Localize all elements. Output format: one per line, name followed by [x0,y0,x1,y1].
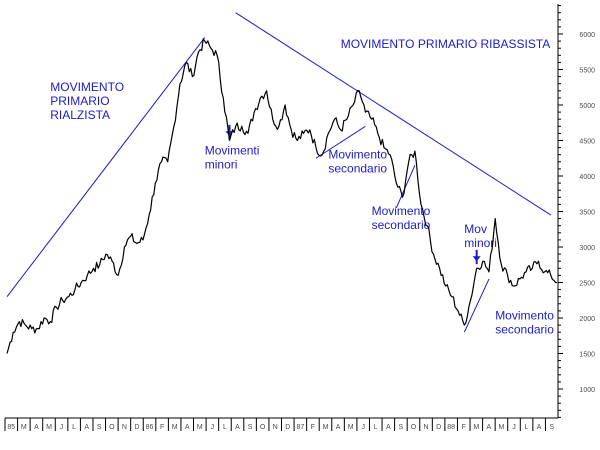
x-tick-label: L [223,424,227,431]
annotation-label: Movimenti minori [205,144,260,172]
x-tick-label: J [361,424,365,431]
price-series-line [6,38,557,354]
y-tick-label: 5500 [579,68,595,75]
annotation-line: RIALZISTA [50,108,110,122]
x-tick-label: M [46,424,52,431]
annotation-label: Mov minori [464,222,497,250]
trend-line [6,37,206,298]
y-tick-label: 2500 [579,281,595,288]
annotation-label: MOVIMENTO PRIMARIO RIBASSISTA [341,37,551,51]
x-tick-label: F [462,424,466,431]
y-tick-label: 5000 [579,103,595,110]
y-tick-label: 1000 [579,387,595,394]
annotation-label: Movimento secondario [495,308,554,336]
y-tick-label: 2000 [579,316,595,323]
y-tick-label: 4500 [579,139,595,146]
x-tick-label: O [109,424,115,431]
x-tick-label: N [122,424,127,431]
annotation-label: Movimento secondario [328,147,387,175]
axis-layer: 1000 1500 2000 2500 3000 3500 4000 4500 5000 5500… [4,4,595,431]
x-tick-label: A [34,424,39,431]
x-tick-label: L [525,424,529,431]
y-tick-label: 6000 [579,32,595,39]
x-tick-label: O [411,424,417,431]
annotation-label: Movimento secondario [372,204,431,232]
x-tick-label: S [97,424,102,431]
x-tick-label: A [235,424,240,431]
annotation-line: PRIMARIO [50,94,109,108]
x-tick-label: D [285,424,290,431]
annotation-line: Movimento [495,308,554,322]
x-tick-label: A [185,424,190,431]
annotation-line: minori [205,158,238,172]
trend-line [395,165,416,209]
x-tick-label: N [424,424,429,431]
x-tick-label: J [211,424,215,431]
x-tick-label: M [172,424,178,431]
x-tick-label: O [260,424,266,431]
x-tick-label: M [197,424,203,431]
annotation-line: MOVIMENTO [50,80,124,94]
x-tick-label: S [248,424,253,431]
x-tick-label: L [374,424,378,431]
x-tick-label: 85 [7,424,15,431]
x-tick-label: F [160,424,164,431]
y-tick-label: 3000 [579,245,595,252]
x-tick-label: S [399,424,404,431]
x-tick-label: D [436,424,441,431]
x-tick-label: 86 [146,424,154,431]
trend-line [235,12,552,216]
series-layer [6,38,557,354]
annotation-line: Mov [464,222,487,236]
x-tick-label: A [537,424,542,431]
annotation-label: MOVIMENTO PRIMARIO RIALZISTA [50,80,124,122]
annotation-line: secondario [495,322,554,336]
x-tick-label: 87 [296,424,304,431]
x-tick-label: A [84,424,89,431]
x-tick-label: D [134,424,139,431]
x-tick-label: N [273,424,278,431]
y-tick-label: 4000 [579,174,595,181]
trend-line [315,125,366,159]
x-tick-label: 88 [447,424,455,431]
x-tick-label: M [499,424,505,431]
trend-line [463,278,490,333]
arrow-head [472,256,481,262]
x-tick-label: A [487,424,492,431]
x-tick-label: J [512,424,516,431]
x-tick-label: A [386,424,391,431]
annotation-line: Movimento [328,147,387,161]
y-tick-label: 1500 [579,352,595,359]
annotation-line: secondario [328,161,387,175]
annotation-line: secondario [372,218,431,232]
x-tick-label: M [348,424,354,431]
x-tick-label: L [72,424,76,431]
x-tick-label: F [311,424,315,431]
x-tick-label: M [473,424,479,431]
x-tick-label: J [60,424,64,431]
x-tick-label: S [549,424,554,431]
annotation-line: Movimento [372,204,431,218]
x-tick-label: A [336,424,341,431]
annotation-line: MOVIMENTO PRIMARIO RIBASSISTA [341,37,551,51]
annotation-line: Movimenti [205,144,260,158]
annotation-line: minori [464,236,497,250]
x-tick-label: M [323,424,329,431]
y-tick-label: 3500 [579,210,595,217]
x-tick-label: M [21,424,27,431]
